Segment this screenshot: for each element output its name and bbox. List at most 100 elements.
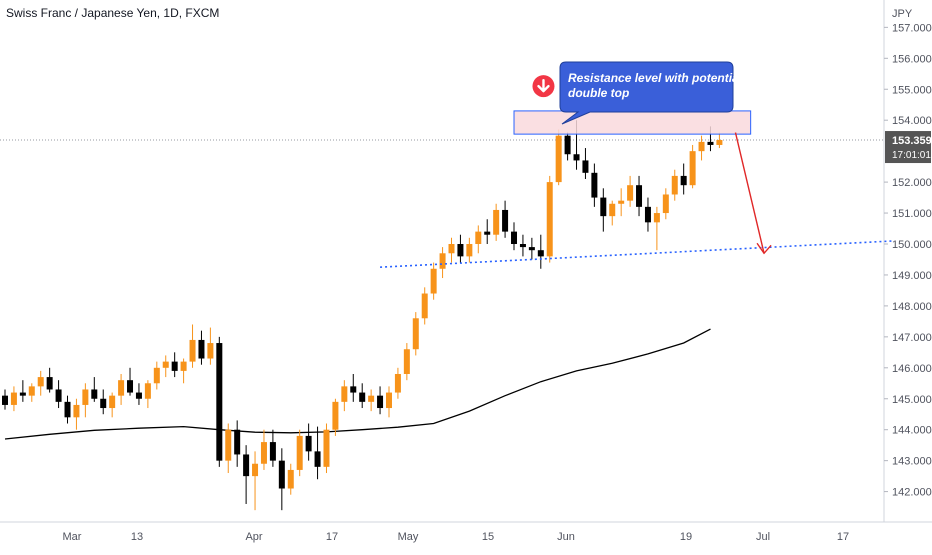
price-scale[interactable]: 157.000 156.000 155.000 154.000 152.000 151.0… xyxy=(883,0,932,522)
candle-body[interactable] xyxy=(502,209,509,232)
candle-body[interactable] xyxy=(519,244,526,248)
candle-body[interactable] xyxy=(10,392,17,405)
candle-body[interactable] xyxy=(350,386,357,393)
candle-body[interactable] xyxy=(198,339,205,359)
candle-body[interactable] xyxy=(109,395,116,409)
candle-body[interactable] xyxy=(421,293,428,319)
candle-body[interactable] xyxy=(260,442,267,464)
candle-body[interactable] xyxy=(314,451,321,467)
candle-body[interactable] xyxy=(189,339,196,362)
current-price-label[interactable] xyxy=(885,131,931,164)
candle-body[interactable] xyxy=(287,469,294,489)
candle-body[interactable] xyxy=(2,395,8,405)
candle-body[interactable] xyxy=(662,194,669,214)
candle-body[interactable] xyxy=(153,367,160,384)
candle-body[interactable] xyxy=(296,435,303,470)
candle-body[interactable] xyxy=(127,380,134,393)
candle-body[interactable] xyxy=(171,361,178,371)
candle-body[interactable] xyxy=(475,231,482,244)
candle-body[interactable] xyxy=(118,380,125,396)
candle-body[interactable] xyxy=(368,395,375,402)
candle-body[interactable] xyxy=(91,389,98,399)
time-tick-label: Apr xyxy=(245,531,262,543)
candle-body[interactable] xyxy=(618,200,625,204)
candle-body[interactable] xyxy=(564,135,571,155)
candle-body[interactable] xyxy=(636,185,643,207)
projection-arrow-line[interactable] xyxy=(734,132,765,254)
candle-body[interactable] xyxy=(341,386,348,402)
candle-body[interactable] xyxy=(609,203,616,217)
candle-body[interactable] xyxy=(305,435,312,452)
candle-body[interactable] xyxy=(689,151,696,186)
candle-body[interactable] xyxy=(19,392,26,396)
candle-body[interactable] xyxy=(439,253,446,269)
candle-body[interactable] xyxy=(278,460,285,489)
candle-body[interactable] xyxy=(511,231,518,244)
candle-body[interactable] xyxy=(493,209,500,235)
candle-body[interactable] xyxy=(46,377,53,390)
candle-body[interactable] xyxy=(600,197,607,217)
candle-body[interactable] xyxy=(269,442,276,461)
candle-body[interactable] xyxy=(332,401,339,430)
price-tick-label: 150.000 xyxy=(892,239,932,251)
candle-body[interactable] xyxy=(403,349,410,374)
candle-body[interactable] xyxy=(100,398,107,409)
candle-body[interactable] xyxy=(591,172,598,198)
candle-body[interactable] xyxy=(252,463,259,477)
candle-body[interactable] xyxy=(573,154,580,161)
candle-body[interactable] xyxy=(162,361,169,368)
candle-body[interactable] xyxy=(37,377,44,387)
candle-body[interactable] xyxy=(55,389,62,402)
candle-body[interactable] xyxy=(385,392,392,409)
candle-body[interactable] xyxy=(64,401,71,418)
down-arrow-marker-icon[interactable] xyxy=(532,75,555,98)
candle-body[interactable] xyxy=(28,386,35,396)
candle-body[interactable] xyxy=(555,135,562,183)
candle-body[interactable] xyxy=(323,429,330,467)
candle-body[interactable] xyxy=(466,244,473,257)
candle-body[interactable] xyxy=(627,185,634,201)
candle-body[interactable] xyxy=(82,389,89,405)
candle-body[interactable] xyxy=(225,429,232,461)
candle-body[interactable] xyxy=(537,250,544,257)
candle-body[interactable] xyxy=(430,268,437,294)
price-tick-label: 152.000 xyxy=(892,177,932,189)
candle-body[interactable] xyxy=(582,160,589,173)
candle-body[interactable] xyxy=(644,206,651,223)
candle-body[interactable] xyxy=(180,361,187,371)
candle-body[interactable] xyxy=(359,392,366,402)
time-tick-label: May xyxy=(398,531,419,543)
candle-body[interactable] xyxy=(457,244,464,257)
candle-body[interactable] xyxy=(528,247,535,251)
candle-body[interactable] xyxy=(144,383,151,399)
candle-body[interactable] xyxy=(707,141,714,145)
support-trendline[interactable] xyxy=(380,240,894,269)
candle-body[interactable] xyxy=(216,343,223,461)
callout-bubble xyxy=(559,61,734,125)
candle-body[interactable] xyxy=(680,175,687,186)
candle-body[interactable] xyxy=(394,373,401,393)
candlestick-series[interactable] xyxy=(2,120,723,511)
moving-average-line[interactable] xyxy=(4,328,711,440)
symbol-title[interactable]: Swiss Franc / Japanese Yen, 1D, FXCM xyxy=(6,6,220,20)
candle-body[interactable] xyxy=(484,231,491,235)
candle-body[interactable] xyxy=(698,141,705,152)
candle-body[interactable] xyxy=(207,343,214,359)
candle-body[interactable] xyxy=(671,175,678,195)
candle-body[interactable] xyxy=(73,404,80,418)
candle-body[interactable] xyxy=(716,140,723,145)
resistance-zone[interactable] xyxy=(513,110,752,135)
candle-body[interactable] xyxy=(377,395,384,409)
candle-body[interactable] xyxy=(243,454,250,477)
candle-body[interactable] xyxy=(546,182,553,257)
candle-body[interactable] xyxy=(448,244,455,254)
candle-body[interactable] xyxy=(412,318,419,350)
candle-body[interactable] xyxy=(135,392,142,399)
candle-body[interactable] xyxy=(234,429,241,455)
candle-body[interactable] xyxy=(653,213,660,223)
time-axis[interactable]: Mar 13 Apr 17 May 15 Jun 19 Jul 17 xyxy=(0,521,932,543)
